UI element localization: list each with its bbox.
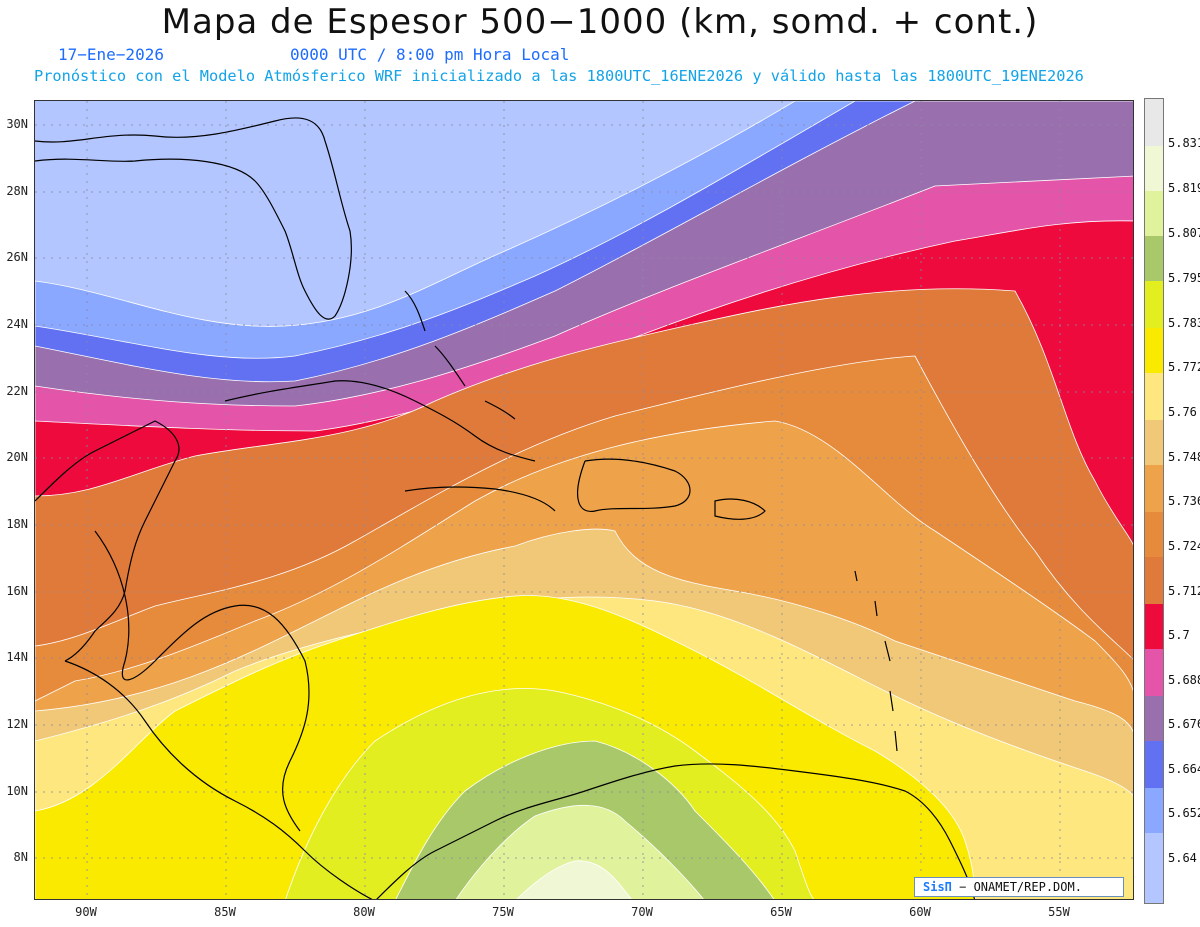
- lat-label-22n: 22N: [6, 384, 28, 398]
- legend-label: 5.7: [1168, 628, 1190, 642]
- lon-label-55w: 55W: [1048, 905, 1070, 919]
- band-5-819: [516, 860, 632, 899]
- legend-label: 5.807: [1168, 226, 1200, 240]
- legend-label: 5.664: [1168, 762, 1200, 776]
- lat-label-30n: 30N: [6, 117, 28, 131]
- map-title: Mapa de Espesor 500−1000 (km, somd. + co…: [161, 2, 1039, 42]
- legend-swatch: [1145, 604, 1163, 649]
- legend-label: 5.712: [1168, 584, 1200, 598]
- legend-swatch: [1145, 741, 1163, 788]
- credit-box: SisΠ − ONAMET/REP.DOM.: [914, 877, 1124, 897]
- legend-label: 5.688: [1168, 673, 1200, 687]
- legend-swatch: [1145, 236, 1163, 281]
- legend-swatch: [1145, 649, 1163, 696]
- legend-swatch: [1145, 420, 1163, 465]
- legend-swatch: [1145, 281, 1163, 328]
- sispi-logo: SisΠ: [923, 880, 952, 894]
- legend-label: 5.76: [1168, 405, 1197, 419]
- lat-label-16n: 16N: [6, 584, 28, 598]
- legend-swatch: [1145, 696, 1163, 741]
- legend-label: 5.783: [1168, 316, 1200, 330]
- thickness-contour-svg: [35, 101, 1133, 899]
- lat-label-12n: 12N: [6, 717, 28, 731]
- forecast-label: Pronóstico con el Modelo Atmósferico WRF…: [34, 67, 1084, 85]
- legend-label: 5.748: [1168, 450, 1200, 464]
- lon-label-65w: 65W: [770, 905, 792, 919]
- lat-label-20n: 20N: [6, 450, 28, 464]
- legend-label: 5.724: [1168, 539, 1200, 553]
- band-5-807: [455, 804, 704, 899]
- legend-swatch: [1145, 788, 1163, 833]
- lat-label-18n: 18N: [6, 517, 28, 531]
- thickness-map: [34, 100, 1134, 900]
- legend-label: 5.736: [1168, 494, 1200, 508]
- lon-label-70w: 70W: [631, 905, 653, 919]
- legend-swatch: [1145, 191, 1163, 236]
- legend-label: 5.652: [1168, 806, 1200, 820]
- date-label: 17−Ene−2026: [58, 45, 164, 64]
- lon-label-60w: 60W: [909, 905, 931, 919]
- lat-label-24n: 24N: [6, 317, 28, 331]
- time-label: 0000 UTC / 8:00 pm Hora Local: [290, 45, 570, 64]
- lat-label-28n: 28N: [6, 184, 28, 198]
- legend-swatch: [1145, 146, 1163, 191]
- legend-label: 5.795: [1168, 271, 1200, 285]
- legend-swatch: [1145, 833, 1163, 903]
- legend-label: 5.676: [1168, 717, 1200, 731]
- legend-swatch: [1145, 99, 1163, 146]
- lat-label-14n: 14N: [6, 650, 28, 664]
- legend-swatch: [1145, 328, 1163, 373]
- graticule: [35, 101, 1133, 899]
- credit-text: − ONAMET/REP.DOM.: [951, 880, 1082, 894]
- legend-swatch: [1145, 373, 1163, 420]
- lat-label-8n: 8N: [13, 850, 28, 864]
- legend-label: 5.831: [1168, 136, 1200, 150]
- legend-label: 5.819: [1168, 181, 1200, 195]
- legend-label: 5.772: [1168, 360, 1200, 374]
- legend-swatch: [1145, 512, 1163, 557]
- legend-swatch: [1145, 557, 1163, 604]
- legend-swatch: [1145, 465, 1163, 512]
- lon-label-90w: 90W: [75, 905, 97, 919]
- lon-label-75w: 75W: [492, 905, 514, 919]
- lon-label-85w: 85W: [214, 905, 236, 919]
- lat-label-26n: 26N: [6, 250, 28, 264]
- lon-label-80w: 80W: [353, 905, 375, 919]
- color-legend: [1144, 98, 1164, 904]
- coastlines: [35, 117, 976, 899]
- lat-label-10n: 10N: [6, 784, 28, 798]
- legend-label: 5.64: [1168, 851, 1197, 865]
